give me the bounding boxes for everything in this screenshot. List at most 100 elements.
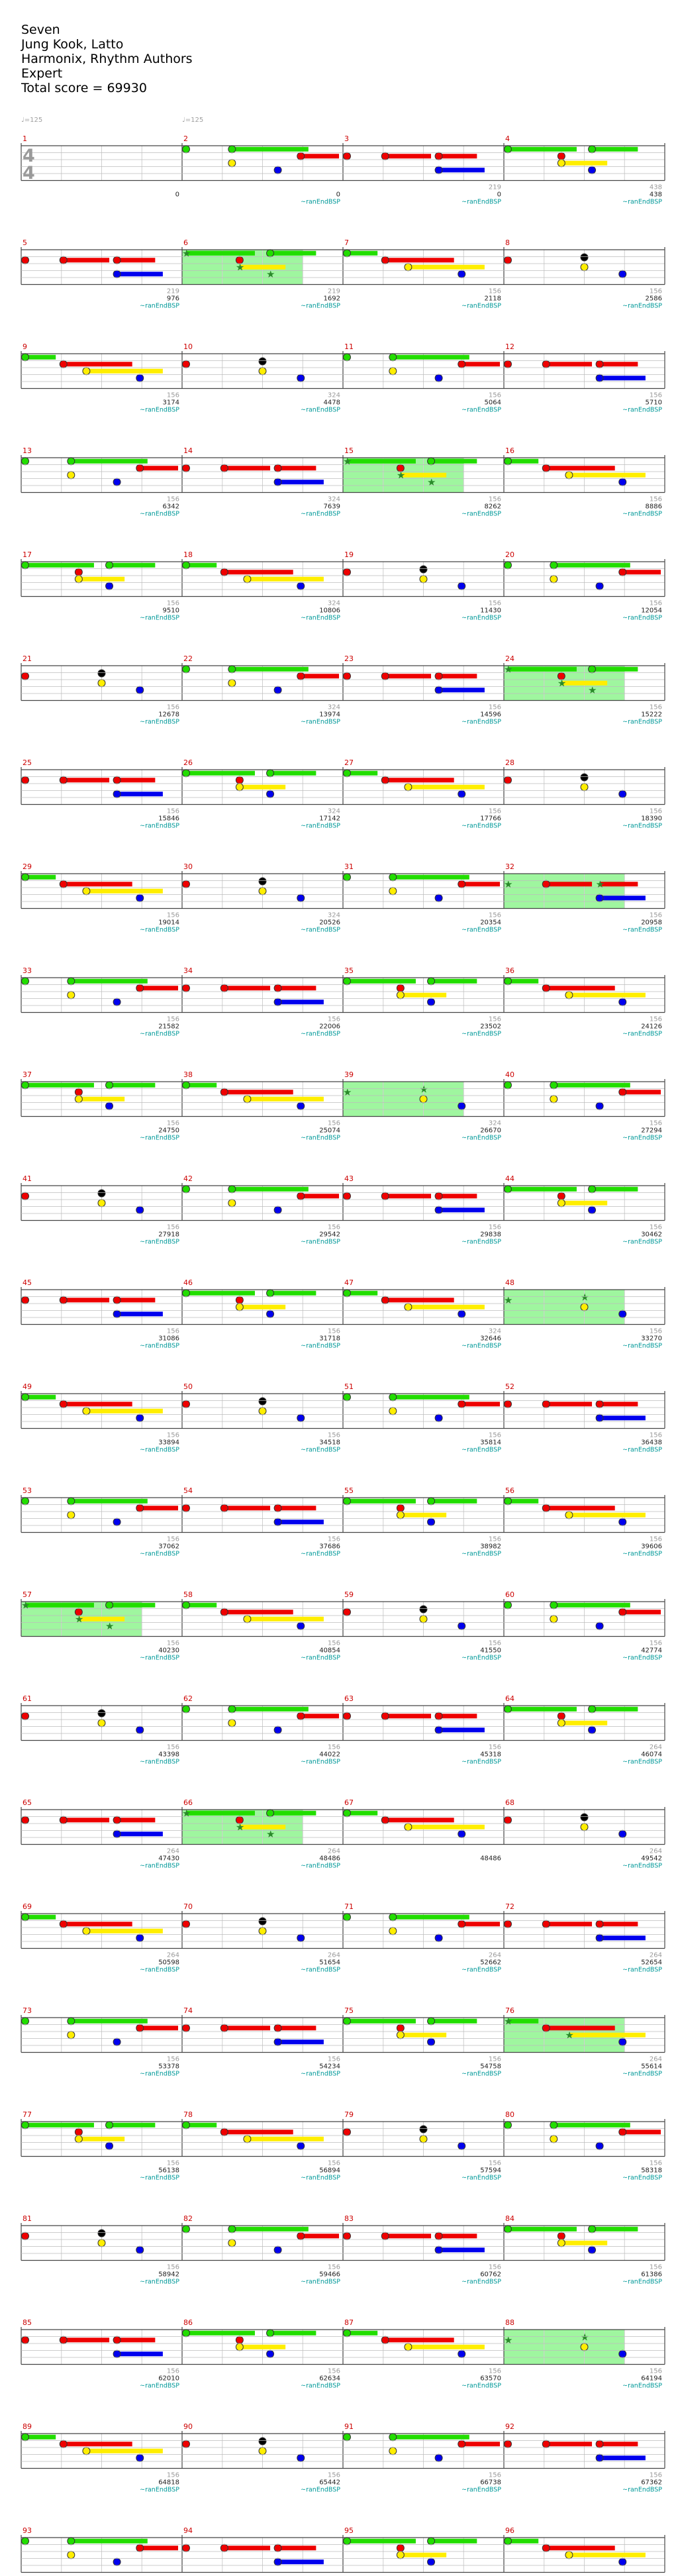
note-gem [580, 1813, 589, 1822]
sustain-bar [301, 154, 339, 159]
note-gem [258, 887, 267, 896]
sustain-bar [554, 1602, 630, 1608]
note-gem [595, 2453, 604, 2462]
sustain-bar [561, 160, 608, 166]
note-gem [228, 145, 236, 154]
note-gem [427, 2017, 436, 2026]
sustain-bar [186, 2122, 217, 2128]
note-gem [220, 464, 228, 472]
note-gem [580, 263, 589, 272]
star-note: ★ [182, 247, 191, 259]
sustain-bar [224, 570, 293, 575]
measure-subscore: 156 [167, 392, 179, 399]
measure-number: 8 [505, 238, 510, 247]
sustain-bar [25, 562, 94, 568]
section-marker: ~ranEndBSP [622, 1967, 662, 1974]
measure-score: 37686 [319, 1543, 340, 1551]
note-gem [389, 367, 397, 376]
note-gem [542, 880, 550, 888]
note-gem [419, 1095, 428, 1104]
note-gem [67, 2017, 75, 2026]
measure-subscore: 324 [328, 704, 340, 711]
note-gem [136, 2245, 144, 2254]
measure-score: 46074 [641, 1751, 662, 1759]
sustain-bar [63, 882, 132, 887]
note-gem [67, 977, 75, 986]
measure-score: 17142 [319, 815, 340, 823]
sustain-bar [569, 992, 646, 998]
note-gem [59, 360, 68, 368]
note-gem [381, 2232, 389, 2240]
sustain-bar [599, 1935, 646, 1941]
measure-score: 43398 [158, 1751, 179, 1759]
note-gem [504, 776, 512, 784]
measure-score: 66738 [480, 2479, 501, 2487]
section-marker: ~ranEndBSP [301, 2279, 340, 2286]
note-gem [343, 249, 351, 258]
note-gem [427, 2537, 436, 2546]
note-gem [588, 166, 597, 174]
note-gem [434, 374, 443, 382]
measure-score: 65442 [319, 2479, 340, 2487]
measure-subscore: 156 [489, 912, 501, 919]
measure-subscore: 156 [167, 912, 179, 919]
measure-score: 30462 [641, 1231, 662, 1239]
note-gem [565, 2551, 573, 2559]
star-note: ★ [581, 1292, 589, 1304]
sustain-bar [71, 458, 148, 464]
measure-number: 93 [23, 2526, 32, 2535]
sustain-bar [599, 2442, 638, 2447]
note-gem [404, 2343, 412, 2351]
note-gem [21, 561, 29, 570]
note-gem [266, 2349, 275, 2358]
measure-score: 15222 [641, 711, 662, 719]
note-gem [595, 1920, 604, 1928]
section-marker: ~ranEndBSP [461, 2383, 501, 2390]
measure-number: 83 [344, 2214, 354, 2223]
measure-subscore: 156 [650, 912, 662, 919]
sustain-bar [63, 1402, 132, 1407]
measure-number: 29 [23, 862, 32, 871]
note-gem [419, 565, 428, 574]
measure-subscore: 156 [328, 1328, 340, 1335]
note-gem [565, 1511, 573, 1520]
sustain-bar [408, 1824, 485, 1829]
section-marker: ~ranEndBSP [301, 2175, 340, 2182]
measure-number: 21 [23, 654, 32, 663]
sustain-bar [408, 2344, 485, 2349]
sustain-bar [569, 1512, 646, 1518]
note-gem [182, 561, 190, 570]
note-gem [113, 2336, 121, 2344]
measure-subscore: 156 [167, 1640, 179, 1647]
sustain-bar [546, 362, 593, 367]
measure-score: 8886 [646, 503, 662, 511]
section-marker: ~ranEndBSP [622, 2487, 662, 2494]
measure-subscore: 156 [489, 1224, 501, 1231]
note-gem [82, 2447, 91, 2455]
note-gem [458, 2440, 466, 2448]
note-gem [389, 2447, 397, 2455]
measure-subscore: 156 [328, 2056, 340, 2063]
note-gem [389, 1913, 397, 1922]
note-gem [228, 1185, 236, 1194]
measure-score: 0 [497, 191, 501, 199]
measure-number: 86 [183, 2318, 193, 2327]
sustain-bar [301, 1714, 339, 1719]
measure-subscore: 156 [650, 2368, 662, 2375]
measure-number: 61 [23, 1694, 32, 1703]
measure-number: 74 [183, 2006, 193, 2015]
sustain-bar [438, 1194, 477, 1199]
sustain-bar [347, 1810, 378, 1816]
sustain-bar [86, 1408, 163, 1414]
note-gem [297, 672, 305, 680]
sustain-bar [232, 2226, 309, 2232]
note-gem [21, 2017, 29, 2026]
measure-subscore: 324 [328, 496, 340, 503]
measure-number: 22 [183, 654, 193, 663]
difficulty-label: Expert [21, 66, 63, 81]
note-gem [273, 2557, 282, 2566]
measure-score: 6342 [163, 503, 179, 511]
measure-number: 58 [183, 1590, 193, 1599]
section-marker: ~ranEndBSP [622, 2279, 662, 2286]
sustain-bar [277, 1506, 316, 1511]
